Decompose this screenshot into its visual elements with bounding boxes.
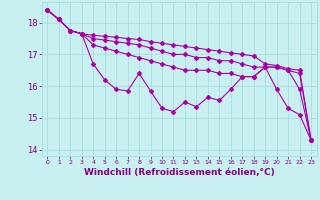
X-axis label: Windchill (Refroidissement éolien,°C): Windchill (Refroidissement éolien,°C) (84, 168, 275, 177)
